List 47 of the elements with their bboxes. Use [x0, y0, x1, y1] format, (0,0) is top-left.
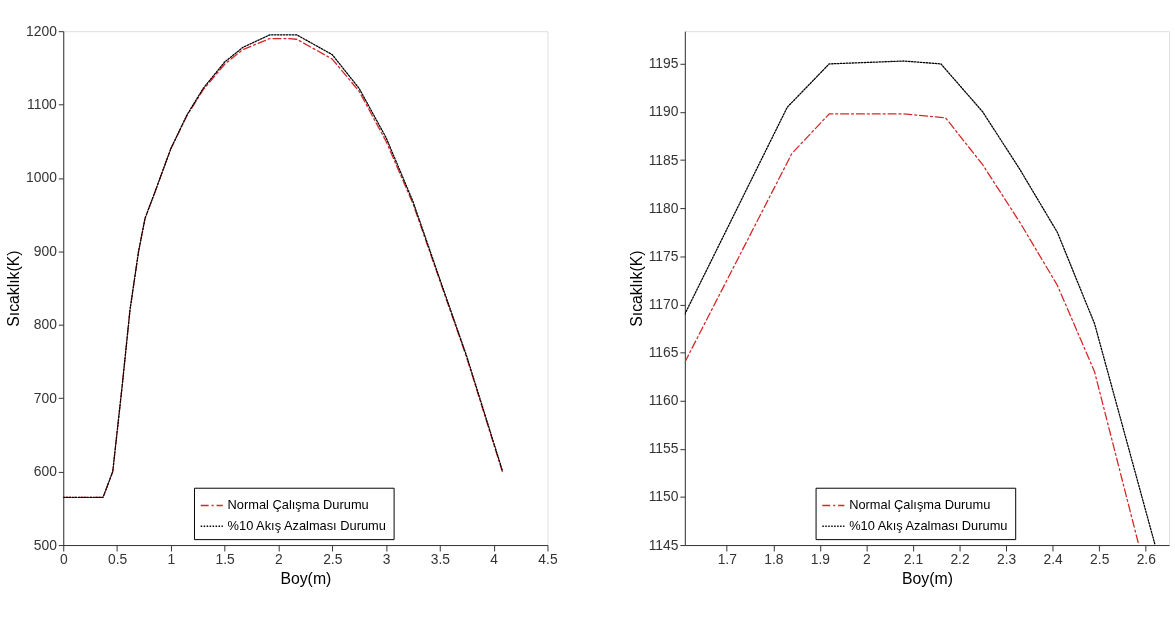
x-tick-label: 1.7	[717, 551, 737, 568]
y-tick-label: 600	[33, 463, 58, 480]
x-tick-label: 2	[863, 551, 871, 568]
x-tick-label: 2.2	[950, 551, 970, 568]
x-tick-label: 2.5	[323, 551, 343, 568]
x-tick-label: 1.9	[810, 551, 831, 568]
y-tick-label: 1150	[648, 488, 679, 505]
x-tick-label: 4	[490, 551, 499, 568]
x-tick-label: 2.4	[1043, 551, 1064, 568]
y-tick-label: 800	[33, 316, 58, 333]
x-tick-label: 2.5	[1090, 551, 1110, 568]
legend-label: Normal Çalışma Durumu	[849, 497, 991, 513]
x-tick-label: 2	[275, 551, 283, 568]
y-tick-label: 1155	[648, 440, 679, 457]
y-tick-label: 1190	[648, 103, 679, 120]
y-tick-label: 1100	[27, 96, 58, 113]
y-tick-label: 1185	[648, 151, 679, 168]
y-axis-title: Sıcaklık(K)	[5, 250, 23, 327]
x-tick-label: 3	[382, 551, 391, 568]
y-tick-label: 1180	[648, 199, 679, 216]
x-axis-title: Boy(m)	[280, 570, 332, 588]
x-tick-label: 1	[167, 551, 176, 568]
legend-label: %10 Akış Azalması Durumu	[227, 518, 386, 534]
legend-label: Normal Çalışma Durumu	[227, 497, 369, 513]
x-tick-label: 3.5	[430, 551, 451, 568]
y-tick-label: 1000	[26, 169, 58, 186]
y-tick-label: 700	[33, 389, 58, 406]
y-tick-label: 1160	[648, 392, 679, 409]
y-tick-label: 500	[33, 536, 58, 553]
x-tick-label: 0	[59, 551, 68, 568]
y-tick-label: 1200	[26, 22, 58, 39]
y-tick-label: 1165	[648, 344, 679, 361]
x-tick-label: 1.8	[764, 551, 784, 568]
x-axis-title: Boy(m)	[902, 570, 953, 588]
y-axis-title: Sıcaklık(K)	[627, 250, 645, 327]
x-tick-label: 2.3	[996, 551, 1017, 568]
y-tick-label: 900	[33, 242, 58, 259]
x-tick-label: 2.1	[903, 551, 924, 568]
y-tick-label: 1175	[648, 247, 679, 264]
y-tick-label: 1145	[648, 536, 679, 553]
y-tick-label: 1195	[648, 55, 679, 72]
legend-label: %10 Akış Azalması Durumu	[849, 518, 1008, 534]
x-tick-label: 2.6	[1136, 551, 1157, 568]
x-tick-label: 4.5	[538, 551, 558, 568]
x-tick-label: 1.5	[215, 551, 236, 568]
y-tick-label: 1170	[648, 295, 679, 312]
x-tick-label: 0.5	[107, 551, 128, 568]
